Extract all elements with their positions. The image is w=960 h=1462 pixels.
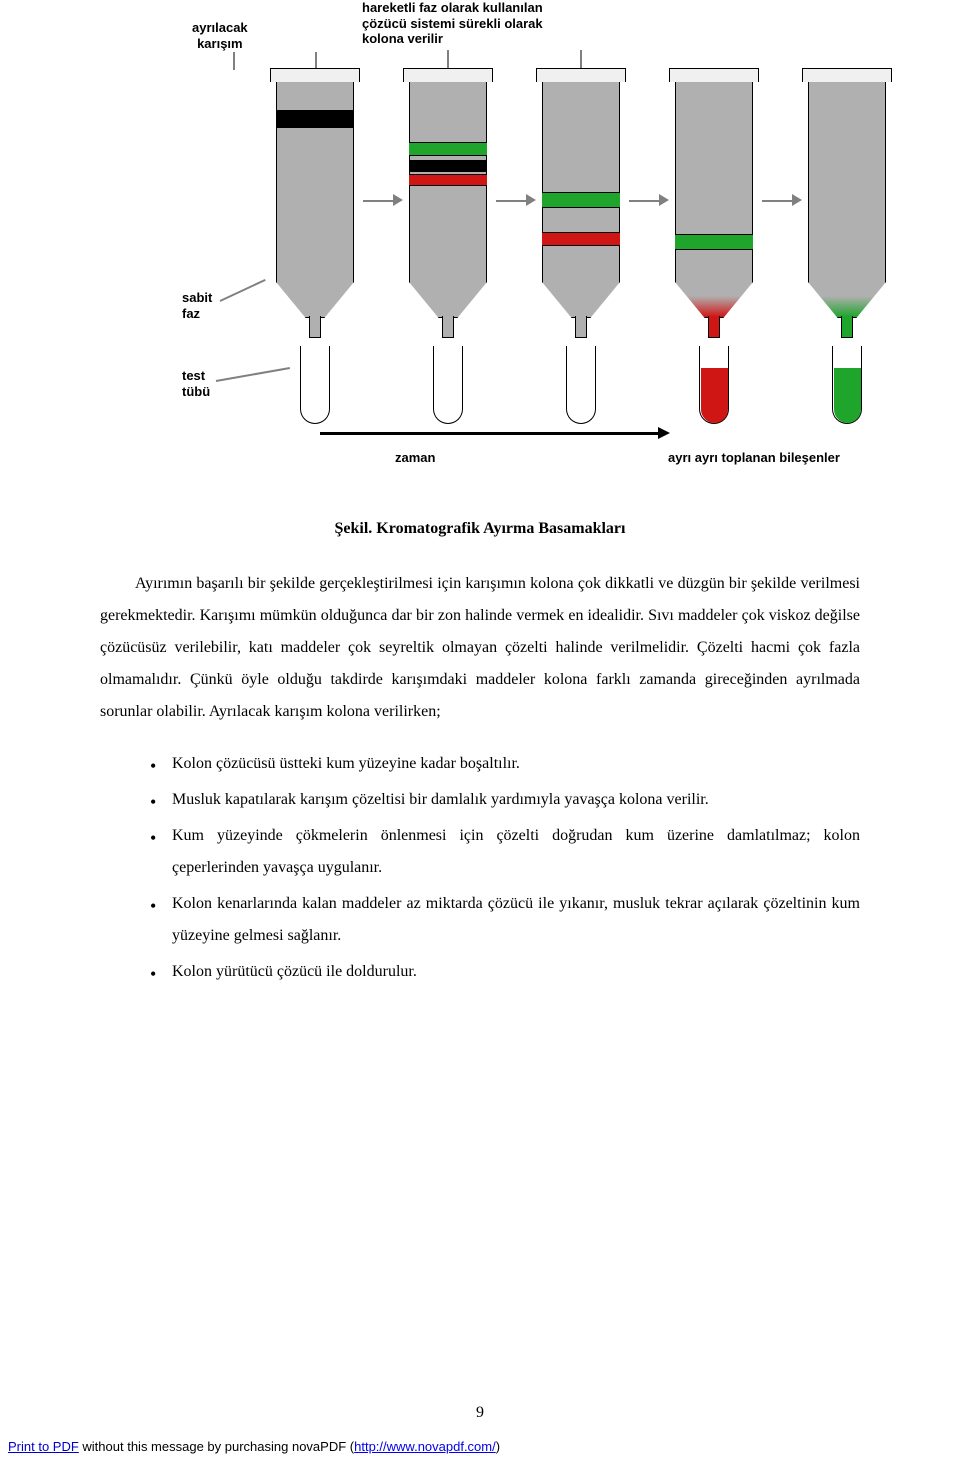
label-time: zaman xyxy=(395,450,435,466)
bullet-item: Musluk kapatılarak karışım çözeltisi bir… xyxy=(150,784,860,816)
bullet-list: Kolon çözücüsü üstteki kum yüzeyine kada… xyxy=(100,748,860,988)
footer-link[interactable]: http://www.novapdf.com/ xyxy=(354,1439,496,1454)
pdf-footer: Print to PDF without this message by pur… xyxy=(8,1439,500,1454)
bullet-item: Kolon yürütücü çözücü ile doldurulur. xyxy=(150,956,860,988)
bullet-item: Kolon çözücüsü üstteki kum yüzeyine kada… xyxy=(150,748,860,780)
arrow-3 xyxy=(629,200,659,202)
label-mobile-phase: hareketli faz olarak kullanılan çözücü s… xyxy=(362,0,543,47)
page-number: 9 xyxy=(0,1404,960,1422)
pointer-sabit xyxy=(220,279,266,302)
pointer-mixture xyxy=(233,52,235,70)
footer-suffix: ) xyxy=(496,1439,500,1454)
pointer-mobile xyxy=(447,50,449,70)
column-4 xyxy=(669,68,759,424)
footer-text: without this message by purchasing novaP… xyxy=(79,1439,354,1454)
footer-prefix[interactable]: Print to PDF xyxy=(8,1439,79,1454)
figure-caption: Şekil. Kromatografik Ayırma Basamakları xyxy=(100,520,860,538)
time-arrow xyxy=(320,432,660,435)
arrowhead-1 xyxy=(393,194,403,206)
bullet-item: Kolon kenarlarında kalan maddeler az mik… xyxy=(150,888,860,952)
column-1 xyxy=(270,68,360,424)
label-test-tube: test tübü xyxy=(182,368,210,399)
arrow-1 xyxy=(363,200,393,202)
column-2 xyxy=(403,68,493,424)
chromatography-diagram: ayrılacak karışım hareketli faz olarak k… xyxy=(120,0,840,500)
arrow-4 xyxy=(762,200,792,202)
column-3 xyxy=(536,68,626,424)
body-paragraph: Ayırımın başarılı bir şekilde gerçekleşt… xyxy=(100,568,860,728)
pointer-mobile-2 xyxy=(580,50,582,70)
arrowhead-2 xyxy=(526,194,536,206)
label-stationary-phase: sabit faz xyxy=(182,290,212,321)
label-mixture: ayrılacak karışım xyxy=(192,20,248,51)
arrowhead-3 xyxy=(659,194,669,206)
bullet-item: Kum yüzeyinde çökmelerin önlenmesi için … xyxy=(150,820,860,884)
column-5 xyxy=(802,68,892,424)
arrow-2 xyxy=(496,200,526,202)
arrowhead-4 xyxy=(792,194,802,206)
label-collected: ayrı ayrı toplanan bileşenler xyxy=(668,450,840,466)
